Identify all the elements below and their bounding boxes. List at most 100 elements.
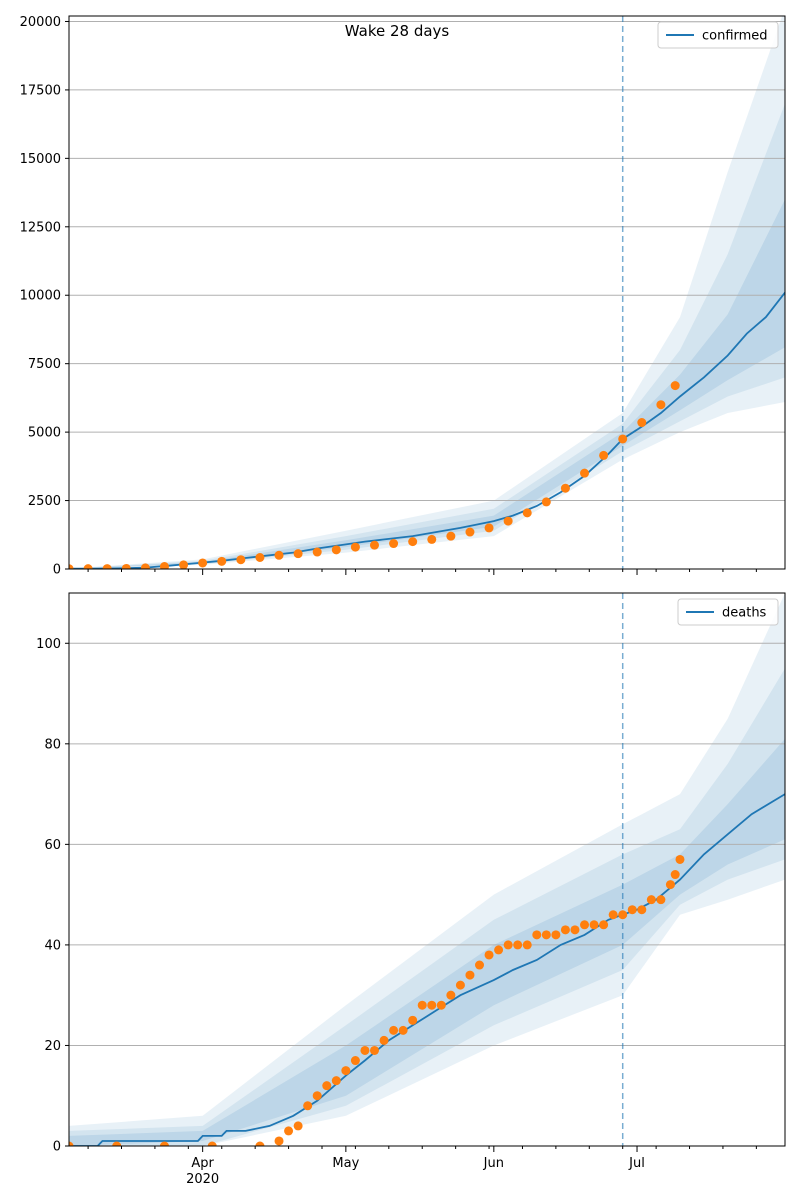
confirmed-observed-point [331, 545, 341, 555]
deaths-observed-point [69, 1141, 74, 1146]
deaths-observed-point [570, 925, 580, 935]
deaths-legend-label: deaths [722, 606, 767, 621]
confirmed-observed-point [503, 516, 513, 526]
deaths-observed-point [112, 1141, 122, 1146]
deaths-observed-point [560, 925, 570, 935]
confirmed-band-outer [69, 16, 785, 569]
deaths-observed-point [417, 1000, 427, 1010]
deaths-observed-point [350, 1056, 360, 1066]
confirmed-y-tick-label: 15000 [20, 152, 61, 167]
deaths-x-tick-label: Apr [191, 1156, 214, 1171]
deaths-observed-point [427, 1000, 437, 1010]
deaths-observed-point [455, 980, 465, 990]
confirmed-observed-point [312, 547, 322, 557]
deaths-observed-point [312, 1091, 322, 1101]
confirmed-observed-point [293, 549, 303, 559]
deaths-observed-point [379, 1035, 389, 1045]
deaths-observed-point [446, 990, 456, 1000]
confirmed-legend: confirmed [657, 21, 779, 49]
confirmed-observed-point [484, 523, 494, 533]
confirmed-observed-point [408, 537, 418, 547]
confirmed-observed-point [179, 560, 189, 569]
confirmed-observed-point [121, 563, 131, 569]
confirmed-chart: 0 2500 5000 7500 10000 12500 15000 17500 20000 W… [20, 15, 786, 578]
confirmed-observed-point [159, 562, 169, 569]
deaths-observed-point [532, 930, 542, 940]
confirmed-observed-points [69, 381, 680, 569]
confirmed-y-tick-label: 0 [53, 563, 61, 578]
confirmed-observed-point [350, 542, 360, 552]
deaths-observed-point [475, 960, 485, 970]
deaths-observed-points [69, 854, 685, 1146]
confirmed-y-tick-label: 10000 [20, 289, 61, 304]
deaths-observed-point [436, 1000, 446, 1010]
deaths-y-tick-label: 60 [44, 838, 61, 853]
confirmed-legend-box [657, 21, 779, 49]
confirmed-axes: 0 2500 5000 7500 10000 12500 15000 17500 20000 [20, 15, 786, 578]
deaths-observed-point [627, 905, 637, 915]
deaths-axes-frame [68, 592, 786, 1147]
confirmed-observed-point [255, 553, 265, 563]
deaths-y-tick-label: 0 [53, 1140, 61, 1155]
confirmed-model-line [69, 291, 785, 569]
deaths-y-tick-label: 40 [44, 938, 61, 953]
confirmed-observed-point [580, 468, 590, 478]
confirmed-y-tick-label: 5000 [28, 426, 61, 441]
confirmed-observed-point [670, 381, 680, 391]
deaths-observed-point [670, 870, 680, 880]
deaths-lines [69, 593, 785, 1146]
confirmed-observed-point [217, 556, 227, 566]
deaths-y-tick-label: 100 [36, 637, 61, 652]
deaths-observed-point [398, 1025, 408, 1035]
confirmed-observed-point [637, 418, 647, 428]
confirmed-y-tick-label: 20000 [20, 15, 61, 30]
deaths-observed-point [408, 1015, 418, 1025]
confirmed-observed-point [389, 539, 399, 549]
deaths-observed-point [360, 1045, 370, 1055]
confirmed-observed-point [102, 564, 112, 569]
deaths-y-tick-label: 80 [44, 737, 61, 752]
deaths-legend-box [677, 598, 779, 626]
confirmed-observed-point [541, 497, 551, 507]
deaths-observed-point [341, 1066, 351, 1076]
confirmed-observed-point [427, 534, 437, 544]
deaths-observed-point [369, 1045, 379, 1055]
deaths-observed-point [599, 920, 609, 930]
deaths-observed-point [389, 1025, 399, 1035]
deaths-observed-point [503, 940, 513, 950]
deaths-x-tick-sublabel: 2020 [186, 1172, 219, 1187]
deaths-observed-point [541, 930, 551, 940]
deaths-observed-point [589, 920, 599, 930]
confirmed-y-tick-label: 17500 [20, 83, 61, 98]
deaths-observed-point [465, 970, 475, 980]
confirmed-legend-label: confirmed [702, 29, 768, 44]
confirmed-observed-point [83, 564, 93, 569]
deaths-model-line [69, 793, 785, 1146]
deaths-observed-point [159, 1141, 169, 1146]
deaths-observed-point [322, 1081, 332, 1091]
confirmed-axes-frame [68, 15, 786, 570]
deaths-legend: deaths [677, 598, 779, 626]
deaths-observed-point [284, 1126, 294, 1136]
confirmed-observed-point [656, 400, 666, 410]
deaths-observed-point [494, 945, 504, 955]
deaths-observed-point [331, 1076, 341, 1086]
deaths-observed-point [656, 895, 666, 905]
deaths-x-tick-label: Jul [628, 1156, 645, 1171]
confirmed-observed-point [69, 564, 74, 569]
confirmed-observed-point [140, 563, 150, 569]
deaths-observed-point [551, 930, 561, 940]
confirmed-observed-point [236, 555, 246, 565]
deaths-observed-point [274, 1136, 284, 1146]
confirmed-y-tick-label: 2500 [28, 494, 61, 509]
confirmed-y-tick-label: 7500 [28, 357, 61, 372]
deaths-observed-point [646, 895, 656, 905]
confirmed-y-tick-label: 12500 [20, 220, 61, 235]
deaths-y-tick-label: 20 [44, 1039, 61, 1054]
confirmed-observed-point [618, 434, 628, 444]
confirmed-observed-point [560, 483, 570, 493]
